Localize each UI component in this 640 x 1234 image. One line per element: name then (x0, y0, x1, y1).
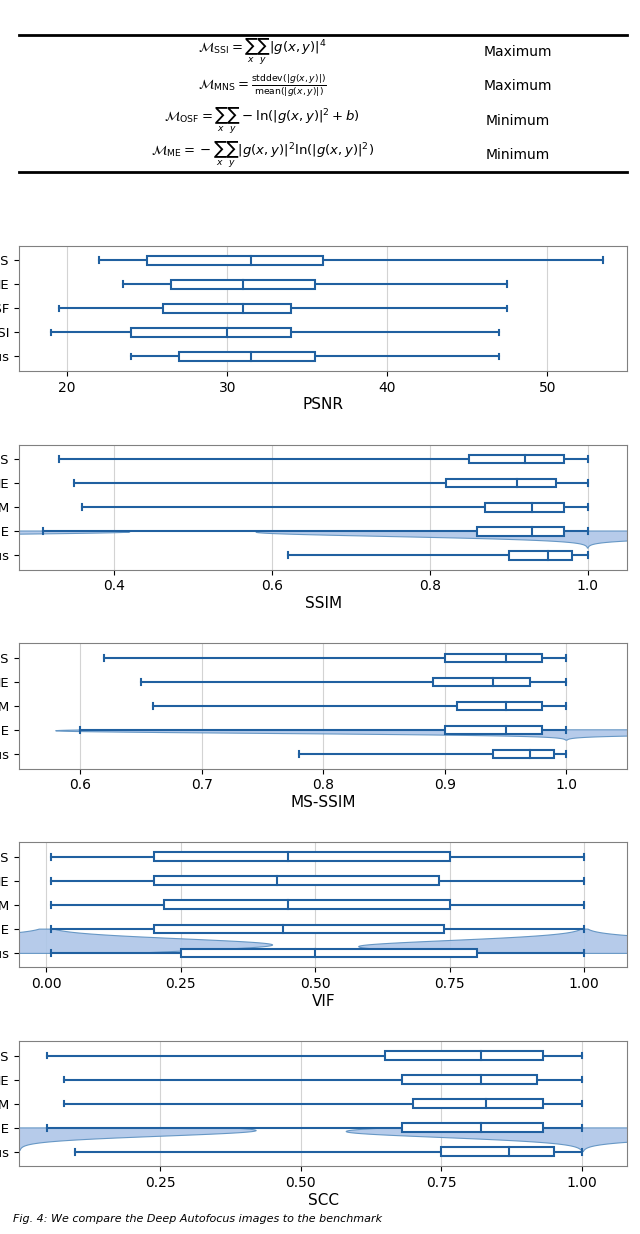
Bar (442, 1148, 554, 1156)
Bar (477, 527, 564, 536)
X-axis label: VIF: VIF (312, 993, 335, 1009)
Text: $\mathcal{M}_{\mathrm{SSI}} = \sum_x \sum_y |g(x,y)|^4$: $\mathcal{M}_{\mathrm{SSI}} = \sum_x \su… (198, 37, 327, 67)
Bar (457, 702, 542, 711)
Text: Maximum: Maximum (483, 44, 552, 59)
Bar (485, 503, 564, 512)
Text: Fig. 4: We compare the Deep Autofocus images to the benchmark: Fig. 4: We compare the Deep Autofocus im… (13, 1214, 382, 1224)
Bar (445, 479, 556, 487)
Bar (163, 304, 291, 312)
Bar (179, 352, 316, 360)
X-axis label: SCC: SCC (308, 1192, 339, 1208)
Bar (385, 1051, 543, 1060)
Text: $\mathcal{M}_{\mathrm{MNS}} = \frac{\mathrm{stddev}(|g(x,y)|)}{\mathrm{mean}(|g(: $\mathcal{M}_{\mathrm{MNS}} = \frac{\mat… (198, 73, 327, 99)
Bar (147, 255, 323, 264)
Text: Minimum: Minimum (486, 114, 550, 127)
X-axis label: MS-SSIM: MS-SSIM (291, 795, 356, 810)
Text: Minimum: Minimum (486, 148, 550, 162)
Bar (164, 901, 450, 909)
Bar (445, 654, 542, 663)
Bar (154, 853, 450, 861)
Bar (469, 455, 564, 464)
Bar (445, 726, 542, 734)
Bar (172, 280, 316, 289)
Bar (402, 1123, 543, 1132)
Bar (493, 750, 554, 759)
Text: Maximum: Maximum (483, 79, 552, 93)
Bar (413, 1099, 543, 1108)
Bar (154, 876, 439, 885)
Bar (131, 328, 291, 337)
Bar (509, 550, 572, 560)
Text: $\mathcal{M}_{\mathrm{OSF}} = \sum_x \sum_y -\ln(|g(x,y)|^2+b)$: $\mathcal{M}_{\mathrm{OSF}} = \sum_x \su… (164, 105, 360, 136)
X-axis label: PSNR: PSNR (303, 397, 344, 412)
X-axis label: SSIM: SSIM (305, 596, 342, 611)
Text: $\mathcal{M}_{\mathrm{ME}} = -\sum_x \sum_y |g(x,y)|^2\ln(|g(x,y)|^2)$: $\mathcal{M}_{\mathrm{ME}} = -\sum_x \su… (151, 139, 374, 170)
Bar (154, 924, 444, 933)
Bar (433, 677, 530, 686)
Bar (180, 949, 477, 958)
Bar (402, 1075, 537, 1083)
